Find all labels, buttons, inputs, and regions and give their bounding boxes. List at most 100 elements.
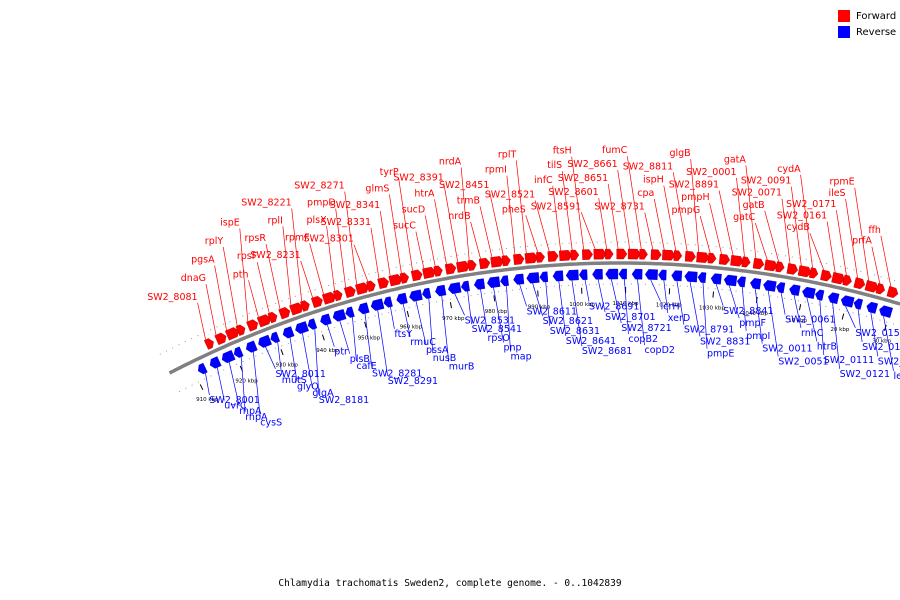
forward-leader-line [443,183,459,263]
reverse-leader-line [870,312,879,357]
reverse-gene-label: htrB [817,341,837,352]
forward-gene-feature [616,248,628,260]
reverse-gene-label: lepB [894,371,900,382]
reverse-leader-line [754,288,763,344]
forward-gene-label: SW2_8591 [531,201,581,212]
forward-gene-label: ispE [220,218,240,229]
reverse-leader-line [326,324,335,347]
forward-gene-feature [764,259,778,272]
reverse-leader-line [289,337,298,382]
reverse-leader-line [277,341,283,376]
forward-gene-label: ileS [828,188,845,199]
forward-gene-feature [581,249,593,260]
forward-leader-line [699,216,711,254]
forward-leader-line [552,185,562,251]
reverse-gene-label: pnp [504,342,522,353]
forward-gene-feature [775,261,785,273]
forward-leader-line [525,215,539,253]
forward-gene-label: sucD [402,204,426,215]
reverse-gene-label: SW2_8641 [566,336,616,347]
forward-leader-line [607,183,619,250]
forward-gene-label: cydA [777,164,801,175]
reverse-leader-line [715,283,724,306]
reverse-leader-line [584,279,590,302]
reverse-leader-line [545,281,551,326]
forward-gene-feature [410,269,423,282]
forward-gene-feature [444,263,457,275]
reverse-gene-feature [644,269,658,280]
reverse-gene-feature [631,268,643,280]
reverse-leader-line [650,279,661,302]
forward-gene-label: SW2_8231 [250,250,300,261]
reverse-leader-line [793,294,802,328]
reverse-gene-feature [618,268,627,280]
tick-label: 910 kbp [196,397,219,403]
tick-mark [322,334,325,341]
legend-swatch-forward [838,10,850,22]
reverse-gene-label: SW2_0151 [855,328,900,339]
reverse-leader-line [610,278,622,324]
forward-gene-label: SW2_8331 [321,217,371,228]
forward-gene-label: tilS [547,160,562,171]
tick-mark [799,304,802,311]
forward-gene-feature [433,265,443,277]
reverse-leader-line [519,284,527,307]
tick-mark [537,290,539,297]
forward-gene-label: rplT [498,149,517,160]
forward-gene-feature [278,307,291,320]
tick-label: 1020 kbp [656,302,682,308]
forward-leader-line [214,265,227,331]
forward-leader-line [880,235,892,287]
forward-gene-label: pth [233,269,249,280]
reverse-gene-label: murB [449,362,475,373]
forward-gene-label: rpmI [485,165,507,176]
forward-gene-feature [203,338,214,350]
forward-gene-feature [627,248,641,260]
forward-leader-line [561,171,573,251]
forward-leader-line [415,231,425,269]
reverse-gene-feature [552,270,564,282]
forward-leader-line [434,199,447,265]
reverse-gene-label: uvrC [224,401,247,412]
tick-mark [712,291,715,298]
genome-caption: Chlamydia trachomatis Sweden2, complete … [278,578,622,589]
reverse-leader-line [302,332,313,389]
reverse-gene-feature [763,280,777,292]
forward-gene-feature [684,250,696,262]
forward-gene-feature [235,324,246,336]
forward-gene-feature [490,256,504,268]
reverse-leader-line [377,310,389,377]
reverse-gene-label: pssA [426,345,449,356]
forward-gene-label: SW2_0071 [732,188,782,199]
reverse-gene-feature [221,349,236,364]
forward-leader-line [344,191,358,285]
tick-label: 20 kbp [830,327,849,333]
forward-gene-label: ffh [868,225,881,236]
reverse-gene-feature [658,269,667,281]
forward-gene-feature [214,332,227,346]
forward-gene-label: nrdA [439,157,462,168]
forward-gene-feature [478,257,491,270]
reverse-gene-feature [320,313,332,326]
forward-gene-feature [820,269,832,282]
forward-gene-feature [886,286,899,299]
reverse-gene-feature [776,282,786,294]
forward-gene-feature [604,248,614,260]
forward-gene-feature [853,277,866,290]
reverse-gene-feature [345,306,355,318]
forward-gene-feature [321,291,336,305]
forward-gene-feature [366,280,376,292]
tick-mark [841,313,845,320]
forward-gene-feature [547,250,559,262]
reverse-leader-line [624,278,629,335]
forward-leader-line [534,200,550,252]
reverse-gene-label: xerD [668,313,690,324]
forward-gene-feature [300,300,310,312]
reverse-leader-line [467,291,472,325]
forward-leader-line [718,190,734,256]
reverse-gene-label: SW2_8791 [684,325,734,336]
tick-label: 990 kbp [528,305,551,311]
forward-leader-line [672,172,688,252]
forward-gene-label: rplY [205,236,224,247]
forward-leader-line [580,212,596,250]
